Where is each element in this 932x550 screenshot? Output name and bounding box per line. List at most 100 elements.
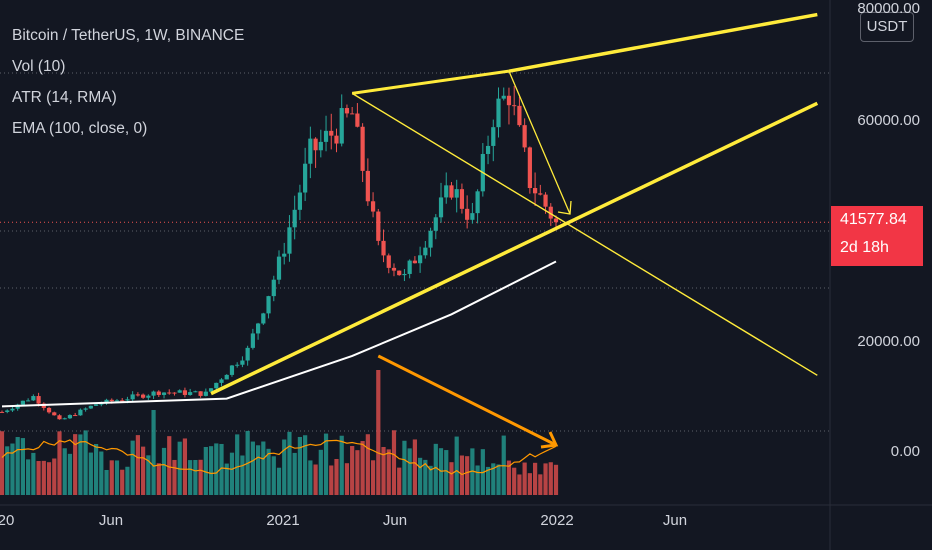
volume-bar xyxy=(287,431,292,495)
candle-body xyxy=(203,391,208,396)
volume-bar xyxy=(444,450,449,495)
peak-arrow-shaft xyxy=(508,70,571,215)
candle-body xyxy=(135,394,140,396)
currency-badge[interactable]: USDT xyxy=(860,12,914,42)
volume-bar xyxy=(407,448,412,495)
candle-body xyxy=(146,395,151,398)
volume-bar xyxy=(5,446,10,495)
volume-bar xyxy=(308,460,313,495)
candle-body xyxy=(297,192,303,210)
candle-body xyxy=(543,194,548,207)
volume-bar xyxy=(10,443,15,495)
lower-trendline xyxy=(210,101,819,396)
candle-body xyxy=(5,410,10,412)
candle-body xyxy=(26,400,31,402)
volume-bar xyxy=(344,463,350,495)
candle-body xyxy=(433,217,438,231)
volume-bar xyxy=(46,462,52,495)
volume-bar xyxy=(31,452,36,495)
candle-body xyxy=(454,189,459,198)
candle-body xyxy=(538,193,543,195)
price-label-0: 0.00 xyxy=(890,443,920,460)
time-label-2021: 2021 xyxy=(266,512,300,529)
volume-bar xyxy=(553,464,559,495)
volume-bar xyxy=(141,446,146,495)
candle-body xyxy=(83,408,88,410)
volume-bar xyxy=(88,452,93,495)
volume-bar xyxy=(161,447,167,495)
volume-bar xyxy=(151,410,156,495)
indicator-atr[interactable]: ATR (14, RMA) xyxy=(12,89,117,106)
volume-bar xyxy=(36,461,41,495)
candle-body xyxy=(198,391,203,396)
candle-body xyxy=(459,189,465,209)
candle-body xyxy=(104,399,109,404)
candle-body xyxy=(109,399,114,402)
candle-body xyxy=(52,412,57,416)
volume-bar xyxy=(470,448,475,495)
volume-bar xyxy=(135,435,140,495)
candle-body xyxy=(532,188,538,194)
time-label-2022: 2022 xyxy=(540,512,574,529)
volume-bar xyxy=(360,441,365,495)
symbol-title[interactable]: Bitcoin / TetherUS, 1W, BINANCE xyxy=(12,27,245,44)
candle-body xyxy=(78,409,83,416)
peak-arrow-head xyxy=(557,200,572,215)
candle-body xyxy=(31,396,36,401)
last-price-value: 41577.84 xyxy=(840,211,907,228)
volume-bar xyxy=(67,453,73,495)
volume-bar xyxy=(219,443,224,495)
candle-body xyxy=(397,270,402,276)
candle-body xyxy=(501,95,506,99)
candle-body xyxy=(172,392,177,394)
volume-bar xyxy=(543,463,548,495)
candle-body xyxy=(151,391,156,396)
candle-body xyxy=(475,191,480,214)
volume-bar xyxy=(57,431,62,495)
candle-body xyxy=(491,127,496,146)
candle-body xyxy=(376,211,381,241)
candle-body xyxy=(161,392,167,395)
price-label-60000: 60000.00 xyxy=(857,112,920,129)
candle-body xyxy=(261,313,266,324)
candle-body xyxy=(62,418,67,420)
volume-bar xyxy=(177,441,182,495)
volume-bar xyxy=(156,463,161,495)
volume-bar xyxy=(397,467,402,495)
candle-body xyxy=(323,130,329,142)
volume-bar xyxy=(120,469,125,495)
candle-body xyxy=(506,95,512,106)
volume-bar xyxy=(271,456,276,495)
volume-bar xyxy=(261,441,266,495)
volume-bar xyxy=(208,446,214,495)
indicator-vol[interactable]: Vol (10) xyxy=(12,58,66,75)
volume-bar xyxy=(465,456,470,495)
volume-bar xyxy=(454,436,459,495)
candle-body xyxy=(318,141,323,151)
candle-body xyxy=(224,374,229,380)
candle-body xyxy=(418,255,423,264)
candle-body xyxy=(130,394,135,400)
volume-bar xyxy=(423,459,428,495)
candle-body xyxy=(517,105,522,126)
ema-line xyxy=(1,260,557,408)
volume-bar xyxy=(198,459,203,495)
candle-body xyxy=(470,213,475,220)
volume-bar xyxy=(418,457,423,495)
volume-bar xyxy=(114,460,120,495)
volume-bar xyxy=(224,463,229,495)
volume-bar xyxy=(381,446,386,495)
candle-body xyxy=(188,392,193,395)
candle-body xyxy=(229,365,235,375)
volume-bar xyxy=(255,445,261,495)
candle-body xyxy=(308,138,313,164)
candle-body xyxy=(67,415,73,419)
indicator-ema[interactable]: EMA (100, close, 0) xyxy=(12,120,148,137)
candle-body xyxy=(208,388,214,392)
candle-body xyxy=(240,360,245,365)
candle-body xyxy=(313,138,318,151)
candle-body xyxy=(250,333,255,348)
last-price-badge: 41577.84 2d 18h xyxy=(831,206,923,266)
